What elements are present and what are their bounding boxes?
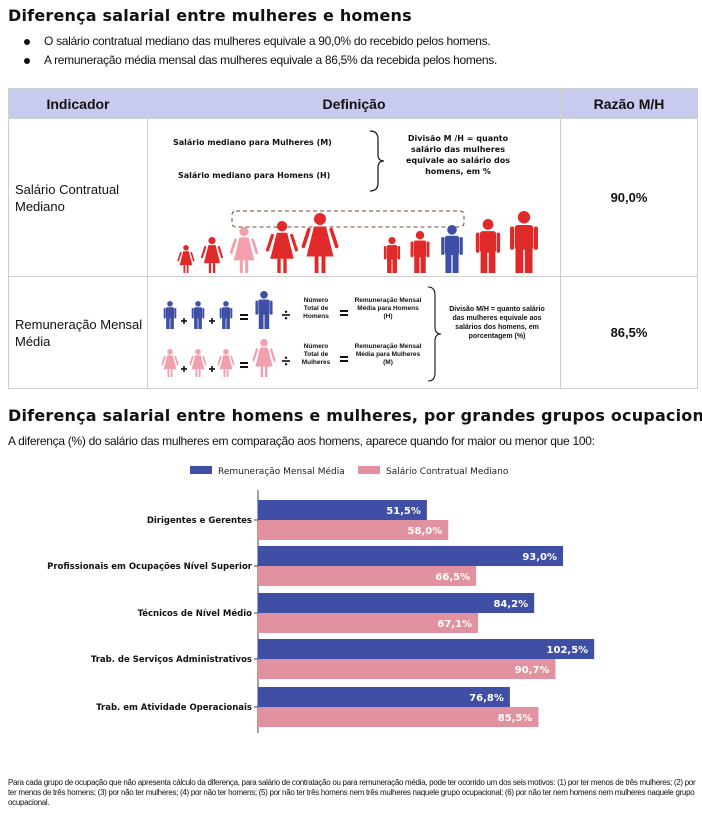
bullet-salario-contratual: O salário contratual mediano das mulhere… bbox=[24, 34, 497, 53]
bar-remuneracao bbox=[258, 500, 427, 520]
bar-remuneracao bbox=[258, 639, 595, 659]
bar-value-label: 51,5% bbox=[386, 506, 421, 517]
bar-value-label: 76,8% bbox=[469, 693, 504, 704]
bar-salario bbox=[258, 707, 539, 727]
woman-icon-small-0 bbox=[161, 349, 179, 377]
definition-remuneracao: Número Total de Homens Número Total de M… bbox=[147, 276, 561, 389]
man-icon-small-1 bbox=[191, 301, 205, 329]
section-title: Diferença salarial entre homens e mulher… bbox=[8, 406, 702, 425]
bar-value-label: 102,5% bbox=[547, 645, 589, 656]
divide-icon bbox=[282, 356, 290, 366]
people-illustration bbox=[177, 210, 538, 273]
category-label: Trab. em Atividade Operacionais bbox=[96, 703, 252, 713]
category-label: Profissionais em Ocupações Nível Superio… bbox=[47, 562, 253, 572]
def-median-men: Salário mediano para Homens (H) bbox=[178, 171, 331, 180]
plus-icon bbox=[181, 318, 187, 324]
equals-icon bbox=[240, 362, 248, 368]
man-icon-small-0 bbox=[163, 301, 177, 329]
plus-icon bbox=[209, 366, 215, 372]
legend-swatch-0 bbox=[190, 466, 212, 474]
plus-icon bbox=[181, 366, 187, 372]
bar-value-label: 85,5% bbox=[498, 713, 533, 724]
bar-value-label: 58,0% bbox=[408, 526, 443, 537]
men-avg-label: Remuneração Mensal Média para Homens (H) bbox=[354, 297, 422, 320]
woman-icon-2 bbox=[229, 227, 259, 273]
bar-salario bbox=[258, 613, 479, 633]
indicator-table: Indicador Definição Razão M/H Salário Co… bbox=[8, 88, 698, 389]
category-label: Trab. de Serviços Administrativos bbox=[91, 655, 252, 665]
bar-value-label: 67,1% bbox=[437, 619, 472, 630]
bar-value-label: 66,5% bbox=[435, 572, 470, 583]
table-row-remuneracao: Remuneração Mensal Média Número Total de… bbox=[8, 276, 698, 389]
man-icon-8 bbox=[475, 219, 501, 273]
footnote: Para cada grupo de ocupação que não apre… bbox=[8, 778, 696, 807]
woman-icon-4 bbox=[301, 213, 339, 273]
woman-icon-0 bbox=[177, 245, 195, 273]
man-icon-9 bbox=[510, 211, 538, 273]
header-definicao: Definição bbox=[147, 88, 561, 119]
table-row-salario: Salário Contratual Mediano Salário media… bbox=[8, 118, 698, 277]
bar-salario bbox=[258, 520, 449, 540]
def-division-remuneracao: Divisão M/H = quanto salário das mulhere… bbox=[449, 306, 545, 340]
bar-value-label: 90,7% bbox=[515, 665, 550, 676]
man-icon-total bbox=[255, 291, 273, 329]
equals-icon bbox=[240, 314, 248, 320]
equals-icon bbox=[340, 356, 348, 362]
women-avg-label: Remuneração Mensal Média para Mulheres (… bbox=[354, 343, 422, 366]
page-title: Diferença salarial entre mulheres e home… bbox=[8, 6, 412, 25]
ratio-salario: 90,0% bbox=[560, 118, 698, 277]
summary-bullets: O salário contratual mediano das mulhere… bbox=[24, 34, 497, 72]
legend-swatch-1 bbox=[358, 466, 380, 474]
bar-remuneracao bbox=[258, 593, 535, 613]
equals-icon bbox=[340, 310, 348, 316]
bar-value-label: 93,0% bbox=[522, 552, 557, 563]
definition-salario: Salário mediano para Mulheres (M) Salári… bbox=[147, 118, 561, 277]
header-razao: Razão M/H bbox=[560, 88, 698, 119]
woman-icon-3 bbox=[265, 221, 299, 273]
legend-label-0: Remuneração Mensal Média bbox=[218, 466, 345, 477]
legend-label-1: Salário Contratual Mediano bbox=[386, 467, 509, 477]
category-label: Dirigentes e Gerentes bbox=[147, 516, 252, 526]
bar-salario bbox=[258, 659, 556, 679]
bar-value-label: 84,2% bbox=[493, 599, 528, 610]
man-icon-7 bbox=[441, 225, 463, 273]
plus-icon bbox=[209, 318, 215, 324]
def-division-salario: Divisão M /H = quanto salário das mulher… bbox=[405, 134, 511, 176]
category-label: Técnicos de Nível Médio bbox=[138, 608, 253, 619]
bar-remuneracao bbox=[258, 546, 564, 566]
chart-legend: Remuneração Mensal Média Salário Contratu… bbox=[190, 466, 509, 477]
section-subtitle: A diferença (%) do salário das mulheres … bbox=[8, 434, 595, 448]
bullet-remuneracao-media: A remuneração média mensal das mulheres … bbox=[24, 53, 497, 72]
formula-illustration bbox=[161, 291, 348, 377]
ratio-remuneracao: 86,5% bbox=[560, 276, 698, 389]
man-icon-6 bbox=[410, 231, 430, 273]
woman-icon-total bbox=[252, 339, 276, 377]
bar-remuneracao bbox=[258, 687, 510, 707]
woman-icon-1 bbox=[200, 237, 224, 273]
divide-icon bbox=[282, 310, 290, 320]
man-icon-5 bbox=[383, 237, 401, 273]
man-icon-small-2 bbox=[219, 301, 233, 329]
indicator-remuneracao-media: Remuneração Mensal Média bbox=[8, 276, 148, 389]
curly-brace-icon bbox=[427, 286, 442, 382]
occupational-bar-chart: Remuneração Mensal Média Salário Contratu… bbox=[47, 466, 595, 733]
header-indicador: Indicador bbox=[8, 88, 148, 119]
median-highlight-box bbox=[231, 210, 465, 228]
women-count-label: Número Total de Mulheres bbox=[301, 343, 331, 366]
indicator-salario-contratual: Salário Contratual Mediano bbox=[8, 118, 148, 277]
curly-brace-icon bbox=[369, 130, 385, 192]
men-count-label: Número Total de Homens bbox=[303, 297, 329, 320]
woman-icon-small-2 bbox=[217, 349, 235, 377]
bar-salario bbox=[258, 566, 477, 586]
woman-icon-small-1 bbox=[189, 349, 207, 377]
def-median-women: Salário mediano para Mulheres (M) bbox=[173, 138, 332, 147]
